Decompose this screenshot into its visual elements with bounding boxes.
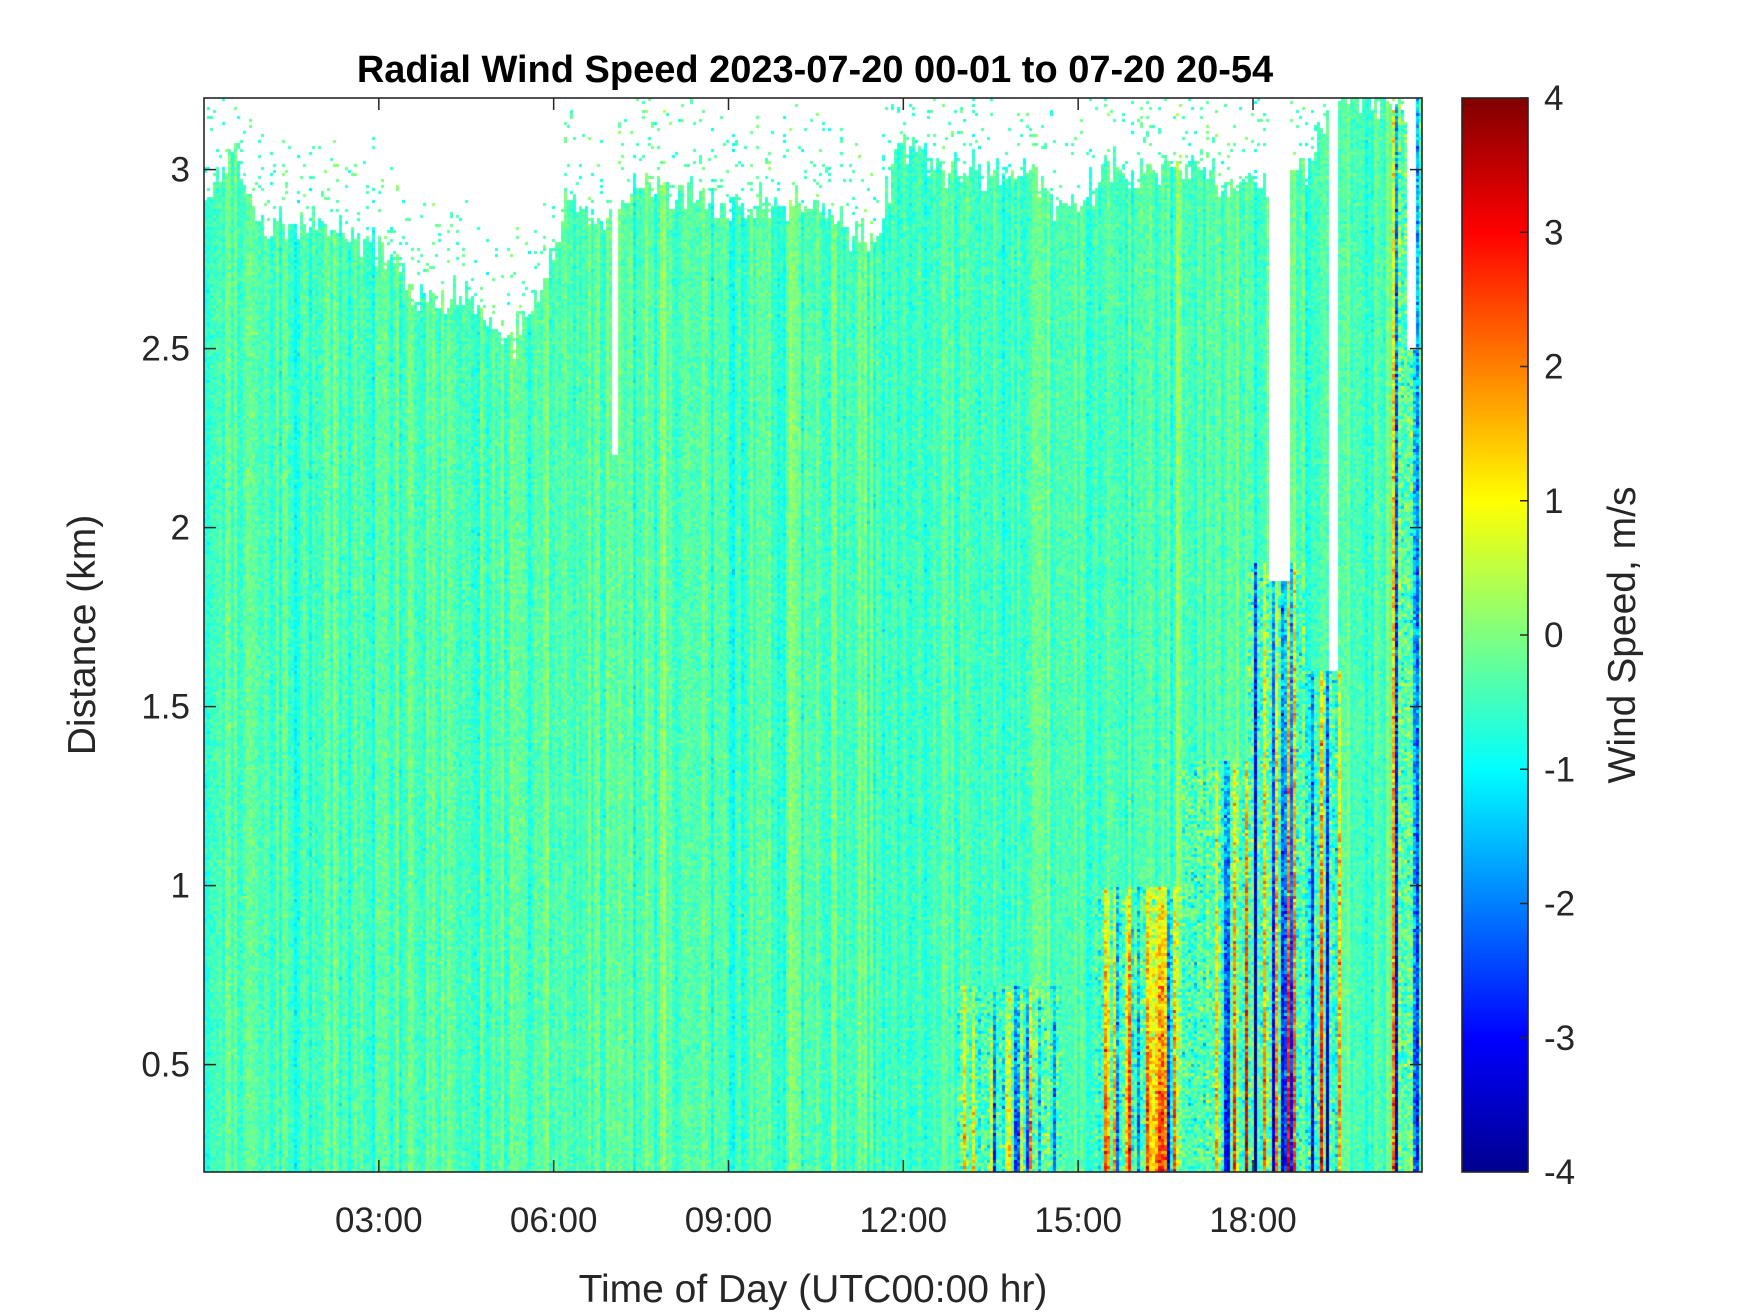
y-tick-label: 2 [171,509,190,548]
x-tick-label: 12:00 [860,1201,948,1240]
y-tick-label: 1 [171,867,190,906]
plot-area [203,97,1423,1173]
colorbar-tick-label: -4 [1544,1153,1575,1192]
x-tick-label: 09:00 [685,1201,773,1240]
x-tick-label: 03:00 [335,1201,423,1240]
x-axis: 03:00 06:00 09:00 12:00 15:00 18:00 [335,98,1297,1240]
y-tick-label: 1.5 [141,688,190,727]
y-tick-label: 3 [171,151,190,190]
y-axis: 0.5 1 1.5 2 2.5 3 [141,151,1422,1085]
x-axis-label: Time of Day (UTC00:00 hr) [579,1268,1048,1311]
y-tick-label: 0.5 [141,1046,190,1085]
heatmap-image [204,98,1422,1172]
y-tick-label: 2.5 [141,330,190,369]
plot-frame [203,97,1423,1173]
colorbar-gradient [1461,97,1529,1173]
x-tick-label: 06:00 [510,1201,598,1240]
colorbar-label: Wind Speed, m/s [1601,487,1644,784]
colorbar-tick-label: -3 [1544,1019,1575,1058]
colorbar-tick-label: -2 [1544,885,1575,924]
chart-title: Radial Wind Speed 2023-07-20 00-01 to 07… [357,49,1273,91]
y-axis-label: Distance (km) [61,515,104,756]
colorbar-tick-label: 1 [1544,482,1563,521]
colorbar-tick-label: -1 [1544,750,1575,789]
colorbar: -4 -3 -2 -1 0 1 2 3 4 Wind Speed, m/s [1461,79,1644,1192]
colorbar-tick-label: 0 [1544,616,1563,655]
x-tick-label: 15:00 [1034,1201,1122,1240]
colorbar-tick-label: 2 [1544,348,1563,387]
colorbar-tick-label: 3 [1544,213,1563,252]
colorbar-tick-label: 4 [1544,79,1563,118]
x-tick-label: 18:00 [1209,1201,1297,1240]
